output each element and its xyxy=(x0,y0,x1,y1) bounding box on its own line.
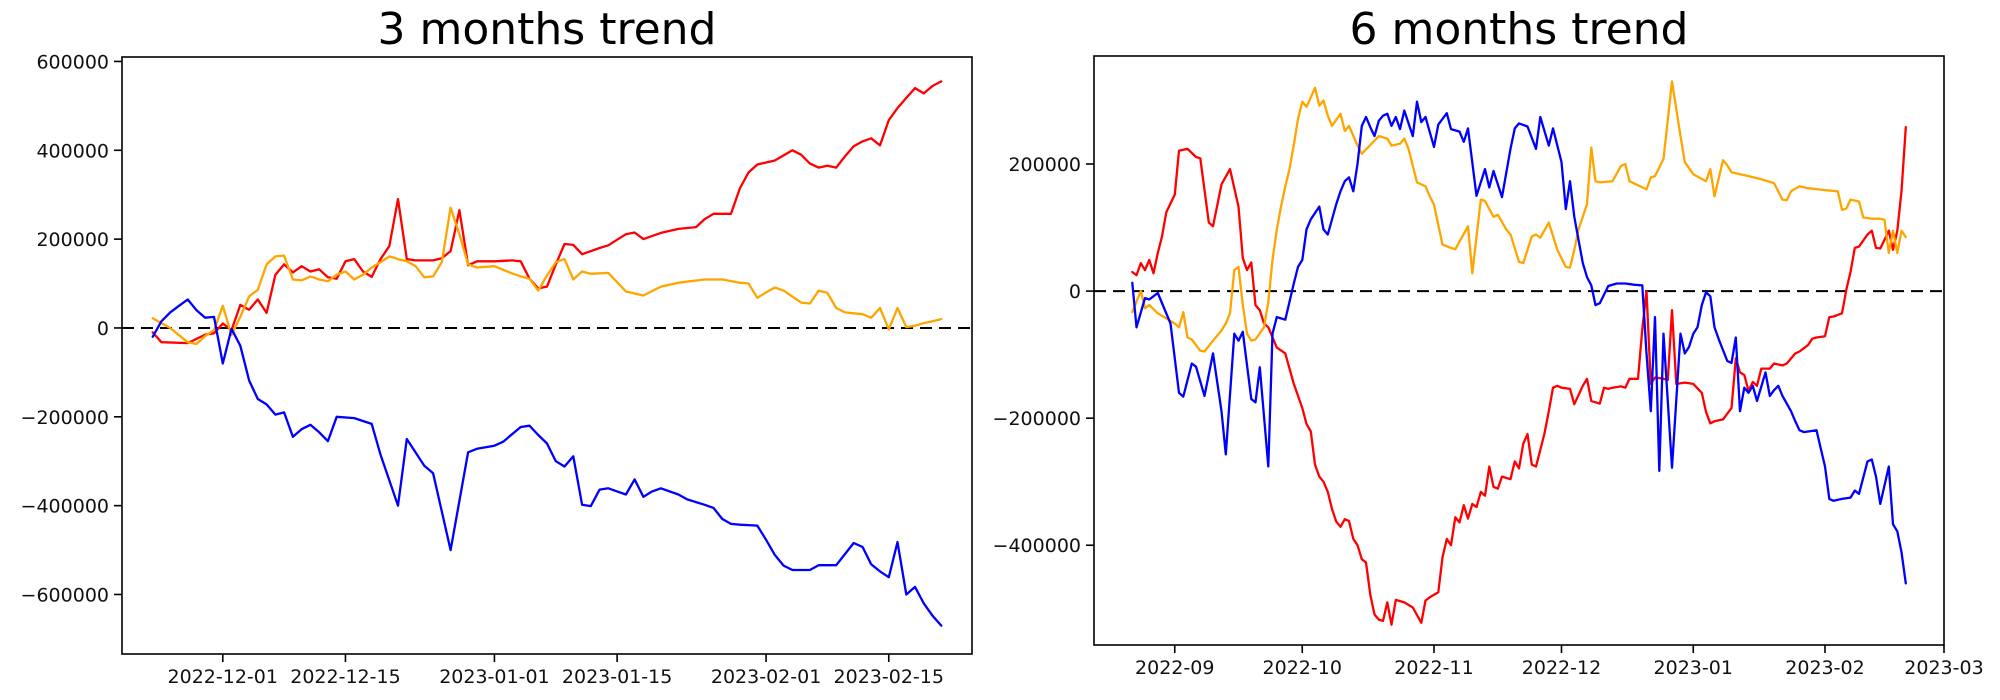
y-tick-label: 0 xyxy=(1069,281,1081,303)
red-line xyxy=(1131,126,1907,626)
y-tick-label: −200000 xyxy=(993,408,1081,430)
chart-3-months-trend: 2022-12-01 2022-12-15 2023-01-01 2023-01-15… xyxy=(21,51,973,688)
y-tick-label: 400000 xyxy=(36,140,109,162)
x-tick-label: 2023-02-01 xyxy=(711,666,821,688)
y-tick-label: −600000 xyxy=(21,584,109,606)
orange-line xyxy=(151,206,943,346)
x-tick-label: 2023-03 xyxy=(1904,657,1983,679)
y-tick-label: −400000 xyxy=(993,535,1081,557)
y-tick-label: 200000 xyxy=(36,229,109,251)
orange-line xyxy=(1131,80,1907,353)
chart-6-months-trend: 2022-09 2022-10 2022-11 2022-12 2023-01 2023-… xyxy=(993,55,1984,679)
x-tick-label: 2023-01 xyxy=(1654,657,1733,679)
x-tick-label: 2022-12-15 xyxy=(290,666,400,688)
x-tick-label: 2022-12 xyxy=(1522,657,1601,679)
x-tick-label: 2023-02-15 xyxy=(834,666,944,688)
x-tick-label: 2023-01-15 xyxy=(562,666,672,688)
x-tick-label: 2022-11 xyxy=(1394,657,1473,679)
x-tick-label: 2023-02 xyxy=(1785,657,1864,679)
x-tick-label: 2022-12-01 xyxy=(168,666,278,688)
chart-title-3-months: 3 months trend xyxy=(378,4,717,55)
red-line xyxy=(151,80,943,345)
y-tick-label: −400000 xyxy=(21,496,109,518)
x-tick-label: 2023-01-01 xyxy=(439,666,549,688)
x-tick-label: 2022-09 xyxy=(1135,657,1214,679)
axes-spines xyxy=(121,56,973,655)
axes-spines xyxy=(1093,55,1945,646)
blue-line xyxy=(151,298,943,627)
y-tick-label: −200000 xyxy=(21,407,109,429)
blue-line xyxy=(1131,100,1907,585)
y-tick-label: 200000 xyxy=(1008,154,1081,176)
x-tick-label: 2022-10 xyxy=(1263,657,1342,679)
y-tick-label: 600000 xyxy=(36,51,109,73)
chart-title-6-months: 6 months trend xyxy=(1350,4,1689,55)
y-tick-label: 0 xyxy=(97,318,109,340)
